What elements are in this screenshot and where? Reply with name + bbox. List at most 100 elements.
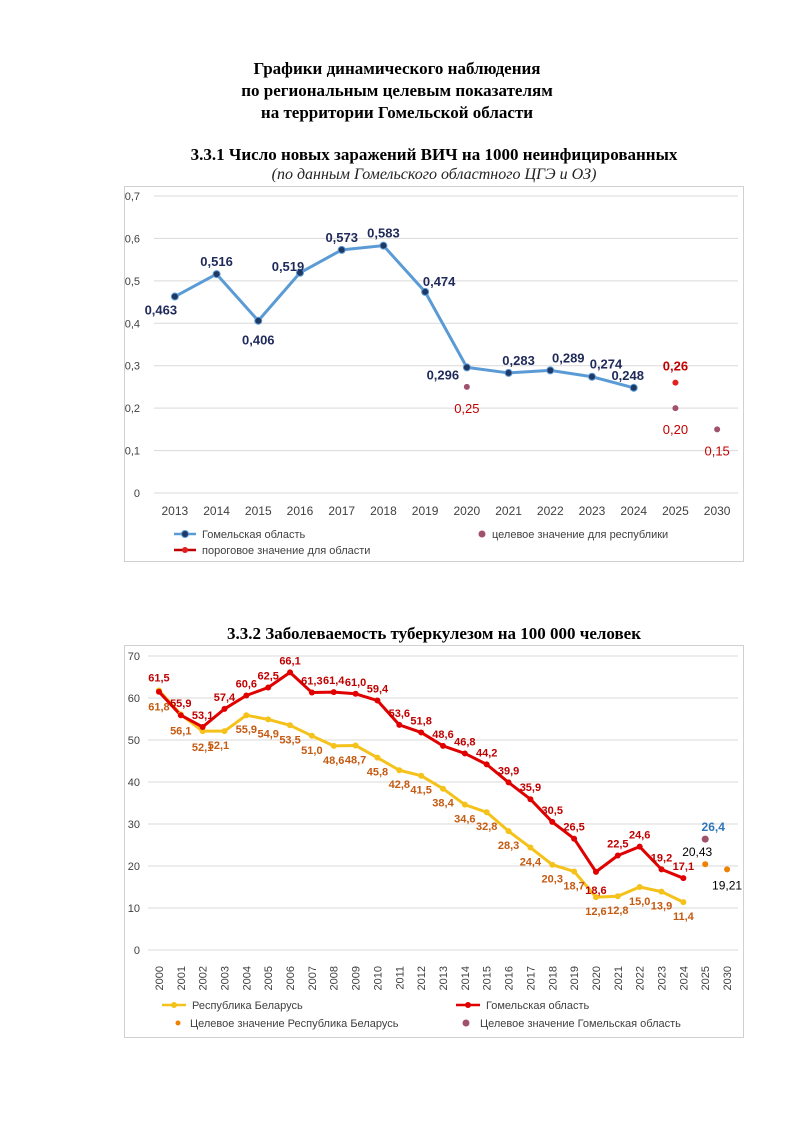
legend-label: Гомельская область [486,1000,589,1012]
data-point-belarus [592,894,599,901]
data-point [462,363,471,372]
data-label-gomel: 44,2 [476,747,497,759]
data-point-gomel [461,750,468,757]
data-label-gomel: 61,0 [345,677,366,689]
data-label-gomel: 61,5 [148,673,169,685]
data-point-belarus [287,722,294,729]
data-point-gomel [243,692,250,699]
legend-label: Целевое значение Гомельская область [480,1018,681,1030]
data-label-gomel: 39,9 [498,765,519,777]
target-point [714,426,721,433]
legend-label: Республика Беларусь [192,1000,303,1012]
data-point-gomel [527,796,534,803]
data-point [421,287,430,296]
x-tick-label: 2023 [657,966,669,990]
x-tick-label: 2013 [438,966,450,990]
data-label-gomel: 35,9 [520,782,541,794]
data-label-belarus: 18,7 [563,880,584,892]
data-point [296,268,304,277]
data-point [337,245,346,254]
target-label-gomel: 26,4 [702,820,726,834]
data-point-gomel [658,866,665,873]
data-label-gomel: 18,6 [585,885,606,897]
x-tick-label: 2025 [700,966,712,990]
x-tick-label: 2000 [154,966,166,990]
data-point-belarus [221,728,228,735]
data-label-belarus: 55,9 [236,724,257,736]
data-label-belarus: 56,1 [170,725,191,737]
y-tick-label: 0,1 [125,446,140,458]
chart-frame [124,186,744,562]
page-title-line: по региональным целевым показателям [241,81,553,100]
y-tick-label: 0,5 [125,276,140,288]
y-tick-label: 50 [128,735,140,747]
x-tick-label: 2019 [569,966,581,990]
y-tick-label: 0,4 [125,318,140,330]
x-tick-label: 2020 [591,966,603,990]
data-label: 0,519 [272,259,305,274]
legend-item-belarus: Республика Беларусь [162,1000,303,1012]
x-tick-label: 2019 [412,504,439,518]
x-tick-label: 2010 [372,966,384,990]
x-tick-label: 2018 [547,966,559,990]
x-tick-label: 2021 [495,504,522,518]
data-point-gomel [636,843,643,850]
data-point-gomel [352,690,359,697]
x-tick-label: 2024 [678,966,690,990]
data-label-belarus: 24,4 [520,857,542,869]
data-label-gomel: 24,6 [629,830,650,842]
data-point [504,368,513,377]
data-label: 0,573 [325,230,358,245]
data-point [379,241,388,250]
x-tick-label: 2017 [328,504,355,518]
legend-label: Гомельская область [202,529,305,541]
data-point-gomel [505,779,512,786]
data-point [254,316,263,325]
data-label-gomel: 17,1 [673,861,694,873]
x-tick-label: 2030 [722,966,734,990]
y-tick-label: 60 [128,693,140,705]
data-point-gomel [614,852,621,859]
x-tick-label: 2025 [662,504,689,518]
data-point-belarus [527,844,534,851]
data-label: 0,274 [590,357,623,372]
data-label-belarus: 61,8 [148,701,169,713]
data-point-gomel [308,689,315,696]
x-tick-label: 2023 [579,504,606,518]
x-tick-label: 2022 [537,504,564,518]
legend-label: Целевое значение Республика Беларусь [190,1018,399,1030]
y-tick-label: 30 [128,819,140,831]
data-point-gomel [680,875,687,882]
data-point-belarus [308,732,315,739]
data-point-gomel [396,721,403,728]
data-label-gomel: 30,5 [542,805,563,817]
y-tick-label: 40 [128,777,140,789]
data-label-gomel: 61,4 [323,675,345,687]
x-tick-label: 2014 [460,966,472,990]
data-label-gomel: 51,8 [410,715,431,727]
data-label: 0,516 [200,254,233,269]
x-tick-label: 2003 [219,966,231,990]
data-point-gomel [418,729,425,736]
y-tick-label: 0,6 [125,233,140,245]
x-tick-label: 2022 [635,966,647,990]
data-point [170,292,179,301]
data-point-gomel [549,818,556,825]
data-point-gomel [374,697,381,704]
data-label-gomel: 53,1 [192,710,213,722]
legend-label: пороговое значение для области [202,545,370,557]
data-label-belarus: 13,9 [651,901,672,913]
data-label-belarus: 42,8 [389,779,410,791]
data-label-gomel: 46,8 [454,736,475,748]
target-label-belarus: 20,43 [682,845,712,859]
target-label-belarus: 19,21 [712,878,742,892]
x-tick-label: 2002 [198,966,210,990]
data-label-gomel: 57,4 [214,692,236,704]
threshold-point [672,379,679,386]
data-point-belarus [614,893,621,900]
data-point-belarus [330,742,337,749]
data-point-belarus [396,767,403,774]
data-point-belarus [680,899,687,906]
x-tick-label: 2007 [307,966,319,990]
data-point-belarus [199,728,206,735]
